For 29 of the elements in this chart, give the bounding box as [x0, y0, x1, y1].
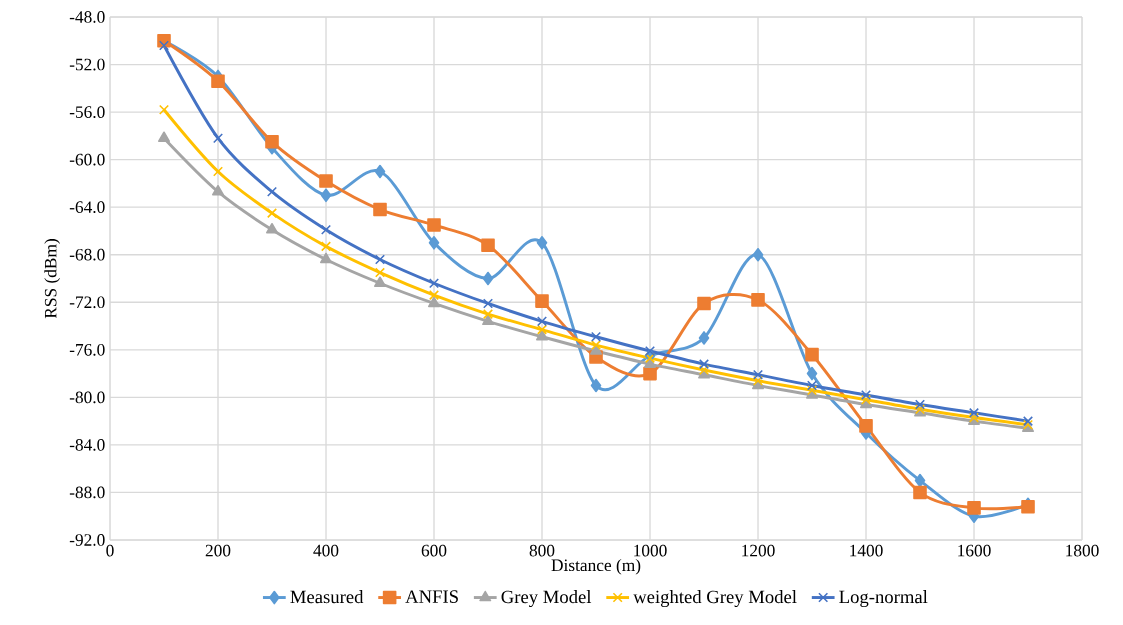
x-tick-label: 1800 [1066, 544, 1099, 557]
x-axis-title: Distance (m) [551, 558, 641, 575]
x-tick-label: 1000 [634, 544, 667, 557]
y-tick-label: -92.0 [69, 534, 105, 546]
legend-label: weighted Grey Model [633, 590, 797, 608]
y-tick-label: -76.0 [69, 343, 105, 356]
y-tick-label: -52.0 [69, 58, 105, 71]
x-tick-label: 0 [106, 544, 114, 557]
y-tick-label: -84.0 [69, 439, 105, 451]
y-tick-label: -64.0 [69, 201, 105, 214]
x-tick-label: 200 [205, 544, 231, 557]
x-tick-label: 400 [313, 544, 339, 557]
y-tick-label: -88.0 [69, 486, 105, 499]
legend-label: Grey Model [501, 590, 592, 608]
legend-label: ANFIS [405, 590, 458, 603]
x-tick-label: 800 [529, 544, 555, 557]
x-tick-label: 600 [421, 544, 447, 557]
y-tick-label: -48.0 [69, 11, 105, 23]
y-tick-label: -56.0 [69, 106, 105, 118]
y-tick-label: -60.0 [69, 153, 105, 166]
y-axis-title: RSS (dBm) [44, 239, 61, 319]
legend-label: Log-normal [839, 590, 928, 608]
x-tick-label: 1200 [742, 544, 775, 557]
x-tick-label: 1600 [958, 544, 991, 557]
legend-label: Measured [290, 590, 364, 604]
y-tick-label: -80.0 [69, 391, 105, 404]
y-tick-label: -68.0 [69, 248, 105, 261]
y-tick-label: -72.0 [69, 296, 105, 309]
x-tick-label: 1400 [850, 544, 883, 557]
